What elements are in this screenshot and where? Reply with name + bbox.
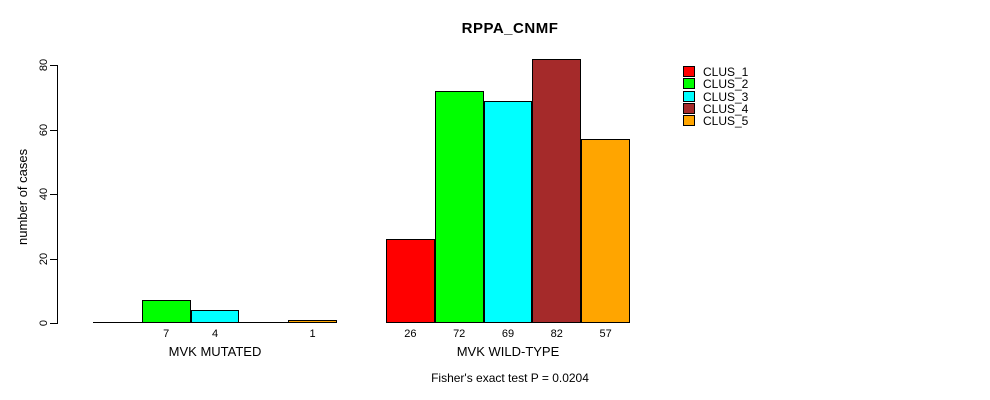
bar xyxy=(141,300,191,323)
bar-value-label: 4 xyxy=(211,328,219,340)
fisher-test-annotation: Fisher's exact test P = 0.0204 xyxy=(431,371,589,385)
bar-value-label: 1 xyxy=(309,328,316,340)
bar-value-label: 57 xyxy=(599,328,612,340)
zero-height-bar xyxy=(239,322,289,323)
bar-value-label: 72 xyxy=(453,328,466,340)
bar xyxy=(288,320,337,323)
bar-value-label: 7 xyxy=(163,328,170,340)
legend-swatch xyxy=(683,78,695,90)
legend-swatch xyxy=(683,90,695,102)
group-label: MVK MUTATED xyxy=(168,344,262,359)
y-tick-label: 20 xyxy=(38,252,50,265)
y-tick xyxy=(50,129,57,131)
legend-swatch xyxy=(683,115,695,127)
bar-value-label: 69 xyxy=(501,328,515,340)
y-axis-title: number of cases xyxy=(15,148,30,245)
bar xyxy=(190,310,240,323)
legend-swatch xyxy=(683,103,695,115)
y-tick xyxy=(50,323,57,324)
y-axis-line xyxy=(57,65,58,324)
bar xyxy=(434,91,484,323)
bar xyxy=(386,239,435,323)
group-label: MVK WILD-TYPE xyxy=(456,344,560,359)
y-tick-label: 60 xyxy=(38,123,50,136)
y-tick xyxy=(50,194,57,196)
legend-label: CLUS_4 xyxy=(703,102,749,117)
bar xyxy=(532,59,582,323)
legend-swatch xyxy=(683,66,695,77)
y-tick-label: 80 xyxy=(38,59,50,72)
legend-label: CLUS_3 xyxy=(703,89,749,104)
y-tick xyxy=(50,65,57,67)
zero-height-bar xyxy=(93,322,142,323)
bar-value-label: 26 xyxy=(404,328,417,340)
y-tick-label: 40 xyxy=(38,188,50,201)
bar-value-label: 82 xyxy=(550,328,563,340)
legend-label: CLUS_1 xyxy=(703,65,749,79)
y-tick xyxy=(50,258,57,260)
legend-label: CLUS_2 xyxy=(703,77,749,92)
y-tick-label: 0 xyxy=(38,319,50,327)
chart-title: RPPA_CNMF xyxy=(461,20,559,37)
bar xyxy=(581,139,630,323)
bar xyxy=(483,101,533,323)
legend-label: CLUS_5 xyxy=(703,114,749,129)
